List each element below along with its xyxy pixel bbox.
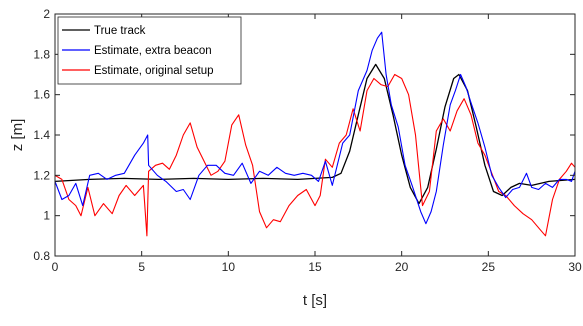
x-tick-label: 10 bbox=[222, 260, 236, 274]
x-tick-label: 15 bbox=[308, 260, 322, 274]
x-tick-label: 0 bbox=[52, 260, 59, 274]
y-tick-label: 1.8 bbox=[33, 47, 50, 61]
legend-label-true-track: True track bbox=[94, 25, 146, 37]
legend-label-original-setup: Estimate, original setup bbox=[94, 65, 214, 77]
series-line-original-setup bbox=[55, 73, 575, 237]
series-line-true-track bbox=[55, 63, 575, 205]
x-tick-label: 30 bbox=[568, 260, 582, 274]
y-axis-label: z [m] bbox=[9, 119, 26, 152]
y-tick-label: 1 bbox=[43, 209, 50, 223]
series-layer bbox=[55, 31, 575, 237]
x-tick-label: 25 bbox=[482, 260, 496, 274]
y-tick-label: 1.4 bbox=[33, 128, 50, 142]
ticks-layer: 0 5 10 15 20 25 30 0.8 1 1.2 1.4 1.6 1.8 2 bbox=[33, 7, 582, 274]
legend: True track Estimate, extra beacon Estima… bbox=[57, 16, 242, 85]
y-tick-label: 2 bbox=[43, 7, 50, 21]
series-line-extra-beacon bbox=[55, 31, 575, 225]
y-tick-label: 0.8 bbox=[33, 249, 50, 263]
x-tick-label: 5 bbox=[138, 260, 145, 274]
y-tick-label: 1.6 bbox=[33, 88, 50, 102]
y-tick-label: 1.2 bbox=[33, 168, 50, 182]
x-axis-label: t [s] bbox=[303, 292, 327, 309]
x-tick-label: 20 bbox=[395, 260, 409, 274]
legend-label-extra-beacon: Estimate, extra beacon bbox=[94, 45, 212, 57]
